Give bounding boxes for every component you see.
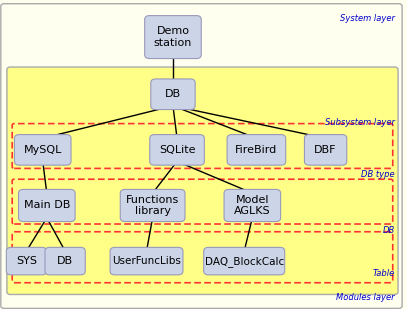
Text: DB: DB xyxy=(57,256,73,266)
FancyBboxPatch shape xyxy=(45,247,85,275)
Text: FireBird: FireBird xyxy=(235,145,278,155)
FancyBboxPatch shape xyxy=(110,247,183,275)
FancyBboxPatch shape xyxy=(7,67,398,294)
FancyBboxPatch shape xyxy=(14,135,71,165)
Text: Table: Table xyxy=(372,269,395,278)
FancyBboxPatch shape xyxy=(150,135,204,165)
Text: MySQL: MySQL xyxy=(24,145,62,155)
FancyBboxPatch shape xyxy=(204,247,284,275)
FancyBboxPatch shape xyxy=(1,4,402,308)
Text: Model
AGLKS: Model AGLKS xyxy=(234,195,271,216)
Text: DB: DB xyxy=(383,226,395,235)
Text: System layer: System layer xyxy=(340,14,395,23)
FancyBboxPatch shape xyxy=(120,189,185,222)
Text: Functions
library: Functions library xyxy=(126,195,179,216)
FancyBboxPatch shape xyxy=(7,247,46,275)
Text: SYS: SYS xyxy=(16,256,37,266)
Text: DB: DB xyxy=(165,89,181,99)
Text: UserFuncLibs: UserFuncLibs xyxy=(112,256,181,266)
Text: Modules layer: Modules layer xyxy=(336,293,395,302)
FancyBboxPatch shape xyxy=(151,79,195,110)
FancyBboxPatch shape xyxy=(145,15,201,58)
Text: Demo
station: Demo station xyxy=(154,26,192,48)
Text: DBF: DBF xyxy=(314,145,337,155)
FancyBboxPatch shape xyxy=(19,189,75,222)
FancyBboxPatch shape xyxy=(227,135,286,165)
FancyBboxPatch shape xyxy=(304,135,347,165)
FancyBboxPatch shape xyxy=(224,189,281,222)
Text: Subsystem layer: Subsystem layer xyxy=(325,117,395,127)
Text: DB type: DB type xyxy=(361,170,395,179)
Text: Main DB: Main DB xyxy=(24,201,70,210)
Text: SQLite: SQLite xyxy=(159,145,195,155)
Text: DAQ_BlockCalc: DAQ_BlockCalc xyxy=(205,256,284,267)
